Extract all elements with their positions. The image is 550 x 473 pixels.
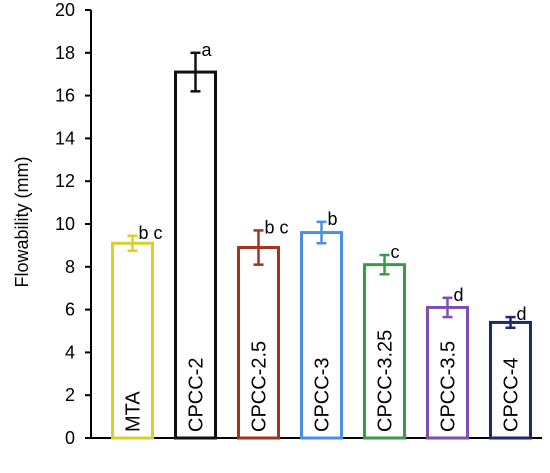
- significance-label: b c: [265, 217, 289, 237]
- bar: [363, 263, 406, 440]
- bar-group: CPCC-2 a: [174, 40, 217, 440]
- category-label: CPCC-2.5: [249, 341, 271, 432]
- category-label: CPCC-3.25: [375, 330, 397, 432]
- y-ticks: 0 2 4 6 8 10 12 14 16 18 20: [55, 0, 91, 448]
- bar-group: MTA b c: [111, 223, 163, 440]
- significance-label: d: [454, 285, 464, 305]
- category-label: MTA: [123, 391, 145, 432]
- y-tick-label: 14: [55, 128, 75, 148]
- y-tick-label: 6: [65, 300, 75, 320]
- category-label: CPCC-2: [186, 358, 208, 432]
- y-tick-label: 0: [65, 428, 75, 448]
- bar: [111, 241, 154, 440]
- category-label: CPCC-3.5: [438, 341, 460, 432]
- significance-label: b c: [139, 223, 163, 243]
- bar-group: CPCC-4 d: [489, 304, 532, 440]
- y-axis-label: Flowability (mm): [12, 156, 32, 287]
- y-tick-label: 18: [55, 43, 75, 63]
- bar: [237, 246, 280, 440]
- bar-group: CPCC-3 b: [300, 209, 343, 440]
- bar-group: CPCC-3.5 d: [426, 285, 469, 440]
- y-tick-label: 16: [55, 86, 75, 106]
- y-tick-label: 12: [55, 171, 75, 191]
- y-tick-label: 2: [65, 385, 75, 405]
- bar-group: CPCC-3.25 c: [363, 242, 406, 440]
- y-tick-label: 10: [55, 214, 75, 234]
- y-tick-label: 20: [55, 0, 75, 20]
- significance-label: d: [517, 304, 527, 324]
- significance-label: c: [391, 242, 400, 262]
- y-tick-label: 4: [65, 342, 75, 362]
- y-tick-label: 8: [65, 257, 75, 277]
- bars: MTA b c CPCC-2 a CPCC-2.5 b c CPCC-3 b CPCC-3.25…: [111, 40, 532, 440]
- bar: [489, 320, 532, 440]
- significance-label: a: [202, 40, 213, 60]
- bar-group: CPCC-2.5 b c: [237, 217, 289, 440]
- category-label: CPCC-3: [312, 358, 334, 432]
- category-label: CPCC-4: [501, 358, 523, 432]
- significance-label: b: [328, 209, 338, 229]
